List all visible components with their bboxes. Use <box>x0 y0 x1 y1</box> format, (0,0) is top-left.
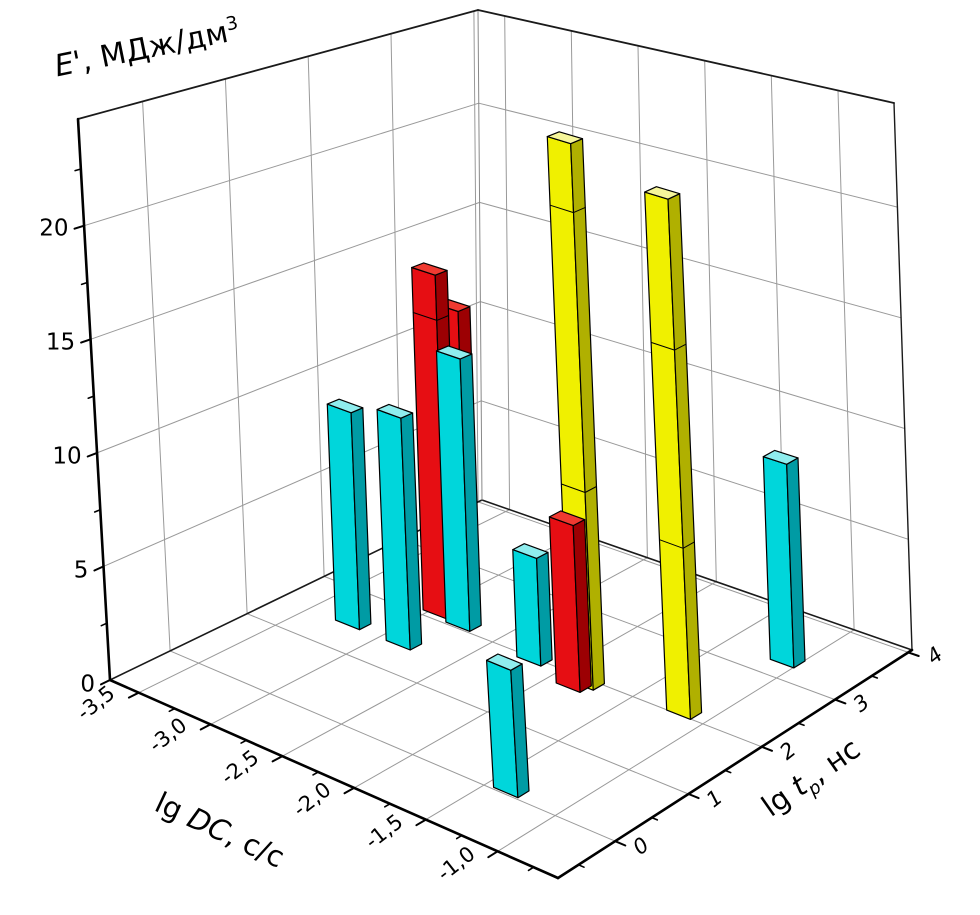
bar-top-face <box>546 131 584 145</box>
tick-label: -3,0 <box>144 713 191 757</box>
box-edges <box>77 9 913 681</box>
bar-cyan-series-1 <box>326 398 372 631</box>
bar-red-series-3 <box>548 510 592 694</box>
bar-top-face <box>326 398 364 414</box>
tick-label: 3 <box>849 690 874 717</box>
bar-cyan-series-6 <box>762 449 806 669</box>
bar-top-face <box>435 345 473 360</box>
tick-label: 20 <box>39 216 68 242</box>
tick-label: -1,0 <box>433 842 480 886</box>
tick-label: -1,5 <box>360 809 407 853</box>
bar-top-face <box>512 543 549 560</box>
tick-label: 15 <box>46 330 75 356</box>
tick-label: 0 <box>628 833 653 860</box>
bar-cyan-series-5 <box>486 653 530 799</box>
tick-label: 5 <box>74 558 89 584</box>
tick-label: 10 <box>52 444 81 470</box>
walls <box>78 10 912 878</box>
bar-cyan-series-2 <box>376 403 423 651</box>
tick-label: 2 <box>775 737 800 764</box>
bar-cyan-series-3 <box>435 345 482 633</box>
bar-top-face <box>411 262 448 276</box>
bar-top-face <box>762 449 799 465</box>
bar-top-face <box>644 186 681 200</box>
bar-yellow-series-2 <box>644 186 703 721</box>
bars <box>326 131 806 799</box>
bar-top-face <box>486 653 523 671</box>
tick-label: 1 <box>702 785 727 812</box>
tick-label: 0 <box>80 671 95 697</box>
bar-top-face <box>548 510 586 527</box>
tick-label: 4 <box>922 642 947 669</box>
tick-label: -2,5 <box>216 745 263 789</box>
tick-label: -3,5 <box>72 681 119 725</box>
bar-top-face <box>376 403 414 419</box>
tick-label: -2,0 <box>288 777 335 821</box>
bar-cyan-series-4 <box>512 543 553 667</box>
